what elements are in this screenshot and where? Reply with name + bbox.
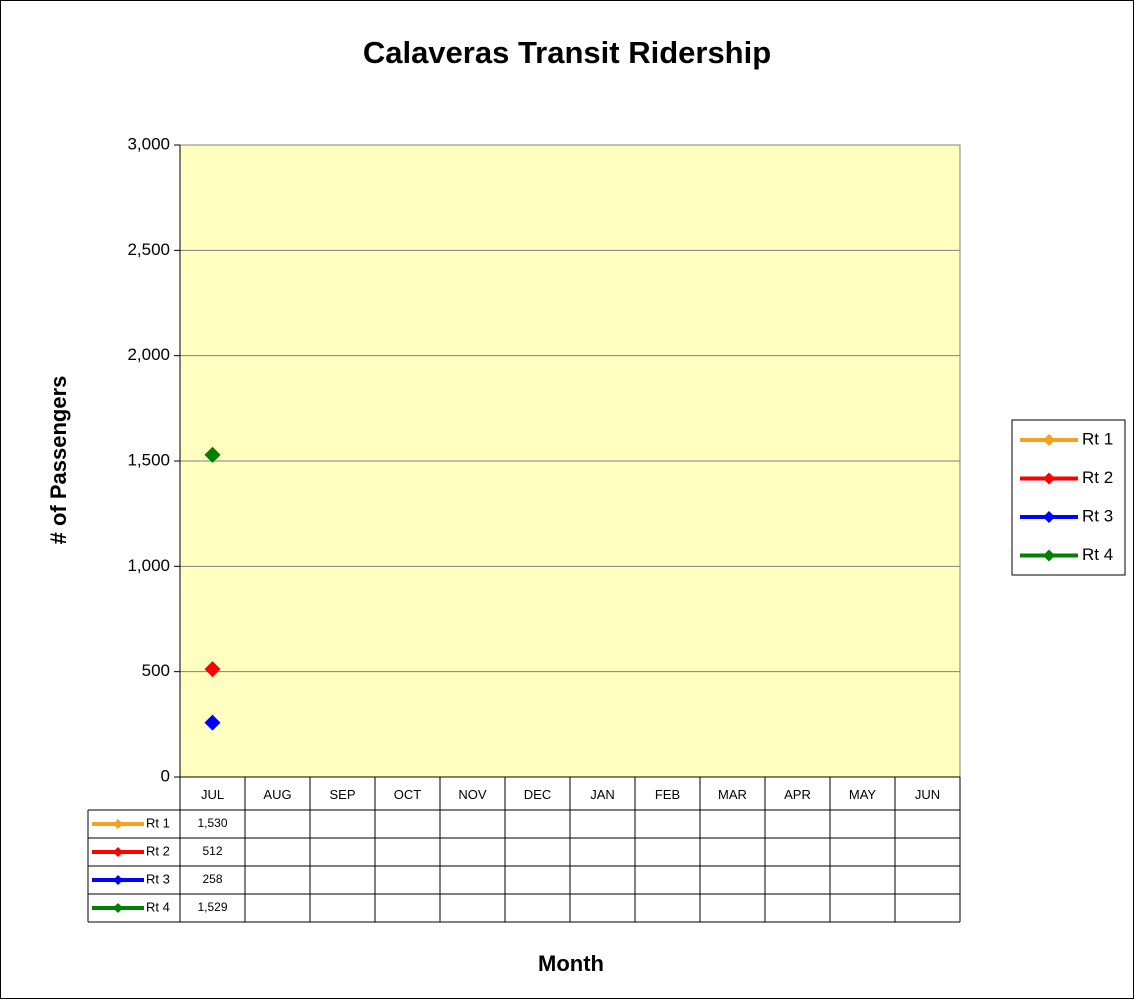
table-legend-marker <box>113 903 123 913</box>
marker <box>204 661 221 678</box>
y-tick-label: 500 <box>142 661 170 680</box>
x-axis-label: Month <box>538 951 604 976</box>
y-tick-label: 1,000 <box>127 556 170 575</box>
legend-marker <box>1043 434 1055 446</box>
chart-title: Calaveras Transit Ridership <box>363 35 771 70</box>
x-tick-label: JUL <box>201 787 224 802</box>
table-value: 1,530 <box>197 816 227 830</box>
legend-label: Rt 2 <box>1082 468 1113 487</box>
legend-marker <box>1043 511 1055 523</box>
table-value: 258 <box>202 872 222 886</box>
x-tick-label: APR <box>784 787 811 802</box>
table-legend-label: Rt 3 <box>146 871 170 886</box>
y-tick-label: 0 <box>161 766 170 785</box>
table-legend-marker <box>113 847 123 857</box>
y-tick-label: 3,000 <box>127 134 170 153</box>
legend-label: Rt 1 <box>1082 429 1113 448</box>
legend-marker <box>1043 472 1055 485</box>
y-tick-label: 2,500 <box>127 240 170 259</box>
x-tick-label: SEP <box>329 787 355 802</box>
x-tick-label: MAY <box>849 787 877 802</box>
table-legend-label: Rt 1 <box>146 815 170 830</box>
legend-box <box>1011 419 1126 576</box>
x-tick-label: DEC <box>524 787 551 802</box>
table-value: 512 <box>202 844 222 858</box>
legend-marker <box>1043 549 1055 562</box>
x-tick-label: OCT <box>394 787 422 802</box>
y-axis-label: # of Passengers <box>46 376 71 545</box>
x-tick-label: NOV <box>458 787 487 802</box>
table-legend-label: Rt 2 <box>146 843 170 858</box>
x-tick-label: JAN <box>590 787 615 802</box>
table-legend-marker <box>113 875 123 885</box>
y-tick-label: 2,000 <box>127 345 170 364</box>
marker <box>204 446 221 463</box>
table-value: 1,529 <box>197 900 227 914</box>
x-tick-label: JUN <box>915 787 940 802</box>
x-tick-label: MAR <box>718 787 747 802</box>
table-legend-label: Rt 4 <box>146 899 170 914</box>
legend-label: Rt 3 <box>1082 506 1113 525</box>
legend-label: Rt 4 <box>1082 545 1113 564</box>
y-tick-label: 1,500 <box>127 450 170 469</box>
x-tick-label: FEB <box>655 787 680 802</box>
x-tick-label: AUG <box>263 787 291 802</box>
table-legend-marker <box>113 819 123 829</box>
marker <box>204 714 221 731</box>
